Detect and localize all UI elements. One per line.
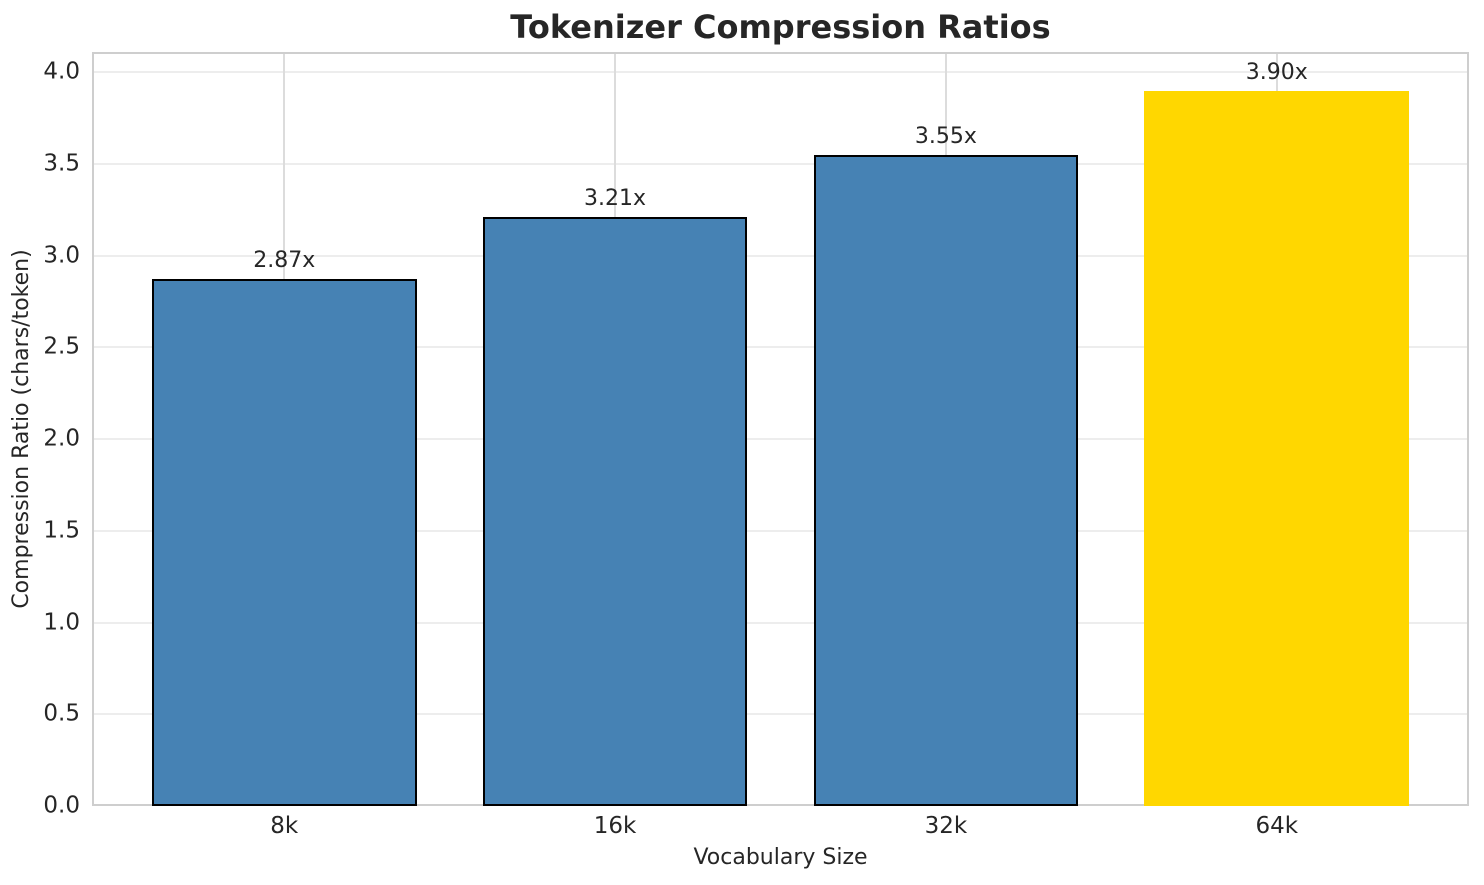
bar-value-label-32k: 3.55x [914,123,977,149]
hgridline-1.0 [92,621,1469,624]
plot-area: 2.87x 3.21x 3.55x 3.90x [92,52,1469,806]
x-tick-label-32k: 32k [924,813,968,839]
bar-8k [151,279,417,806]
hgridline-2.5 [92,346,1469,349]
x-axis: 8k 16k 32k 64k [92,813,1469,843]
bar-value-label-8k: 2.87x [253,248,316,274]
y-tick-label: 4.0 [43,58,80,85]
bar-64k [1144,90,1410,806]
y-tick-label: 1.5 [43,517,80,544]
y-tick-label: 1.0 [43,609,80,636]
hgridline-1.5 [92,529,1469,532]
y-tick-label: 3.0 [43,242,80,269]
bar-value-label-64k: 3.90x [1245,59,1308,85]
x-tick-label-16k: 16k [593,813,637,839]
y-tick-label: 2.5 [43,333,80,360]
y-tick-label: 2.0 [43,425,80,452]
y-tick-label: 3.5 [43,150,80,177]
hgridline-0.5 [92,713,1469,716]
x-axis-label: Vocabulary Size [693,845,868,870]
bar-32k [813,154,1079,806]
hgridline-4.0 [92,71,1469,74]
hgridline-3.5 [92,162,1469,165]
hgridline-2.0 [92,438,1469,441]
x-tick-label-8k: 8k [270,813,299,839]
x-tick-label-64k: 64k [1255,813,1299,839]
y-tick-label: 0.5 [43,700,80,727]
y-tick-label: 0.0 [43,792,80,819]
bar-16k [482,217,748,806]
y-axis: 0.0 0.5 1.0 1.5 2.0 2.5 3.0 3.5 4.0 [0,52,80,817]
chart-title: Tokenizer Compression Ratios [510,8,1051,46]
hgridline-3.0 [92,254,1469,257]
bar-value-label-16k: 3.21x [584,186,647,212]
